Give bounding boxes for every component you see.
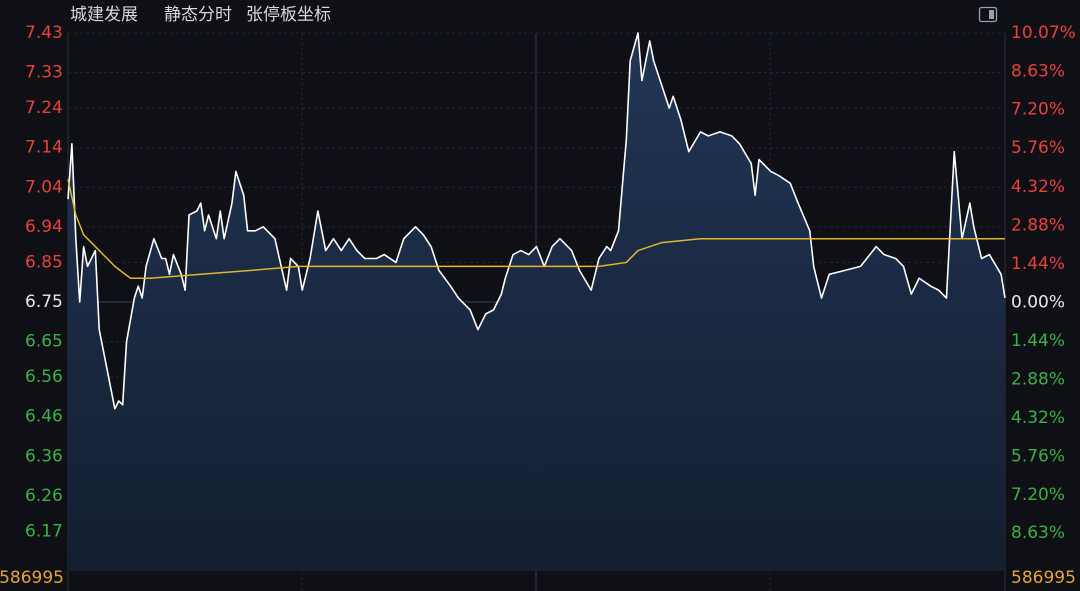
y2-tick-label: 2.88% bbox=[1011, 369, 1065, 389]
y2-tick-label: 0.00% bbox=[1011, 292, 1065, 312]
y-tick-label: 7.43 bbox=[25, 23, 63, 43]
y2-tick-label: 1.44% bbox=[1011, 331, 1065, 351]
y2-tick-label: 2.88% bbox=[1011, 215, 1065, 235]
icon-frame bbox=[978, 6, 998, 23]
mode-label[interactable]: 张停板坐标 bbox=[246, 5, 331, 25]
price-line bbox=[67, 32, 1006, 410]
y-tick-label: 6.94 bbox=[25, 217, 63, 237]
y2-tick-label: 4.32% bbox=[1011, 177, 1065, 197]
icon-bar bbox=[989, 10, 994, 19]
stock-name: 城建发展 bbox=[70, 5, 138, 25]
y-tick-label: 6.65 bbox=[25, 332, 63, 352]
y-tick-label: 6.17 bbox=[25, 521, 63, 541]
y-tick-label: 7.14 bbox=[25, 138, 63, 158]
y2-tick-label: 10.07% bbox=[1011, 23, 1076, 43]
volume-label: 586995 bbox=[1011, 568, 1076, 588]
y-tick-label: 7.33 bbox=[25, 63, 63, 83]
y2-tick-label: 8.63% bbox=[1011, 523, 1065, 543]
mode-label[interactable]: 静态分时 bbox=[164, 5, 232, 25]
y-tick-label: 7.24 bbox=[25, 98, 63, 118]
y2-tick-label: 7.20% bbox=[1011, 485, 1065, 505]
y-tick-label: 6.56 bbox=[25, 367, 63, 387]
y2-tick-label: 4.32% bbox=[1011, 408, 1065, 428]
y-tick-label: 6.26 bbox=[25, 486, 63, 506]
volume-label: 586995 bbox=[0, 568, 64, 588]
y2-tick-label: 5.76% bbox=[1011, 138, 1065, 158]
y-tick-label: 6.46 bbox=[25, 407, 63, 427]
y2-tick-label: 8.63% bbox=[1011, 62, 1065, 82]
y-tick-label: 7.04 bbox=[25, 177, 63, 197]
y-tick-label: 6.85 bbox=[25, 252, 63, 272]
price-area bbox=[68, 33, 1005, 571]
y2-tick-label: 5.76% bbox=[1011, 446, 1065, 466]
y-tick-label: 6.36 bbox=[25, 446, 63, 466]
average-line bbox=[67, 179, 1005, 280]
toggle-icon[interactable] bbox=[978, 6, 998, 23]
y2-tick-label: 1.44% bbox=[1011, 254, 1065, 274]
y2-tick-label: 7.20% bbox=[1011, 100, 1065, 120]
y-tick-label: 6.75 bbox=[25, 292, 63, 312]
